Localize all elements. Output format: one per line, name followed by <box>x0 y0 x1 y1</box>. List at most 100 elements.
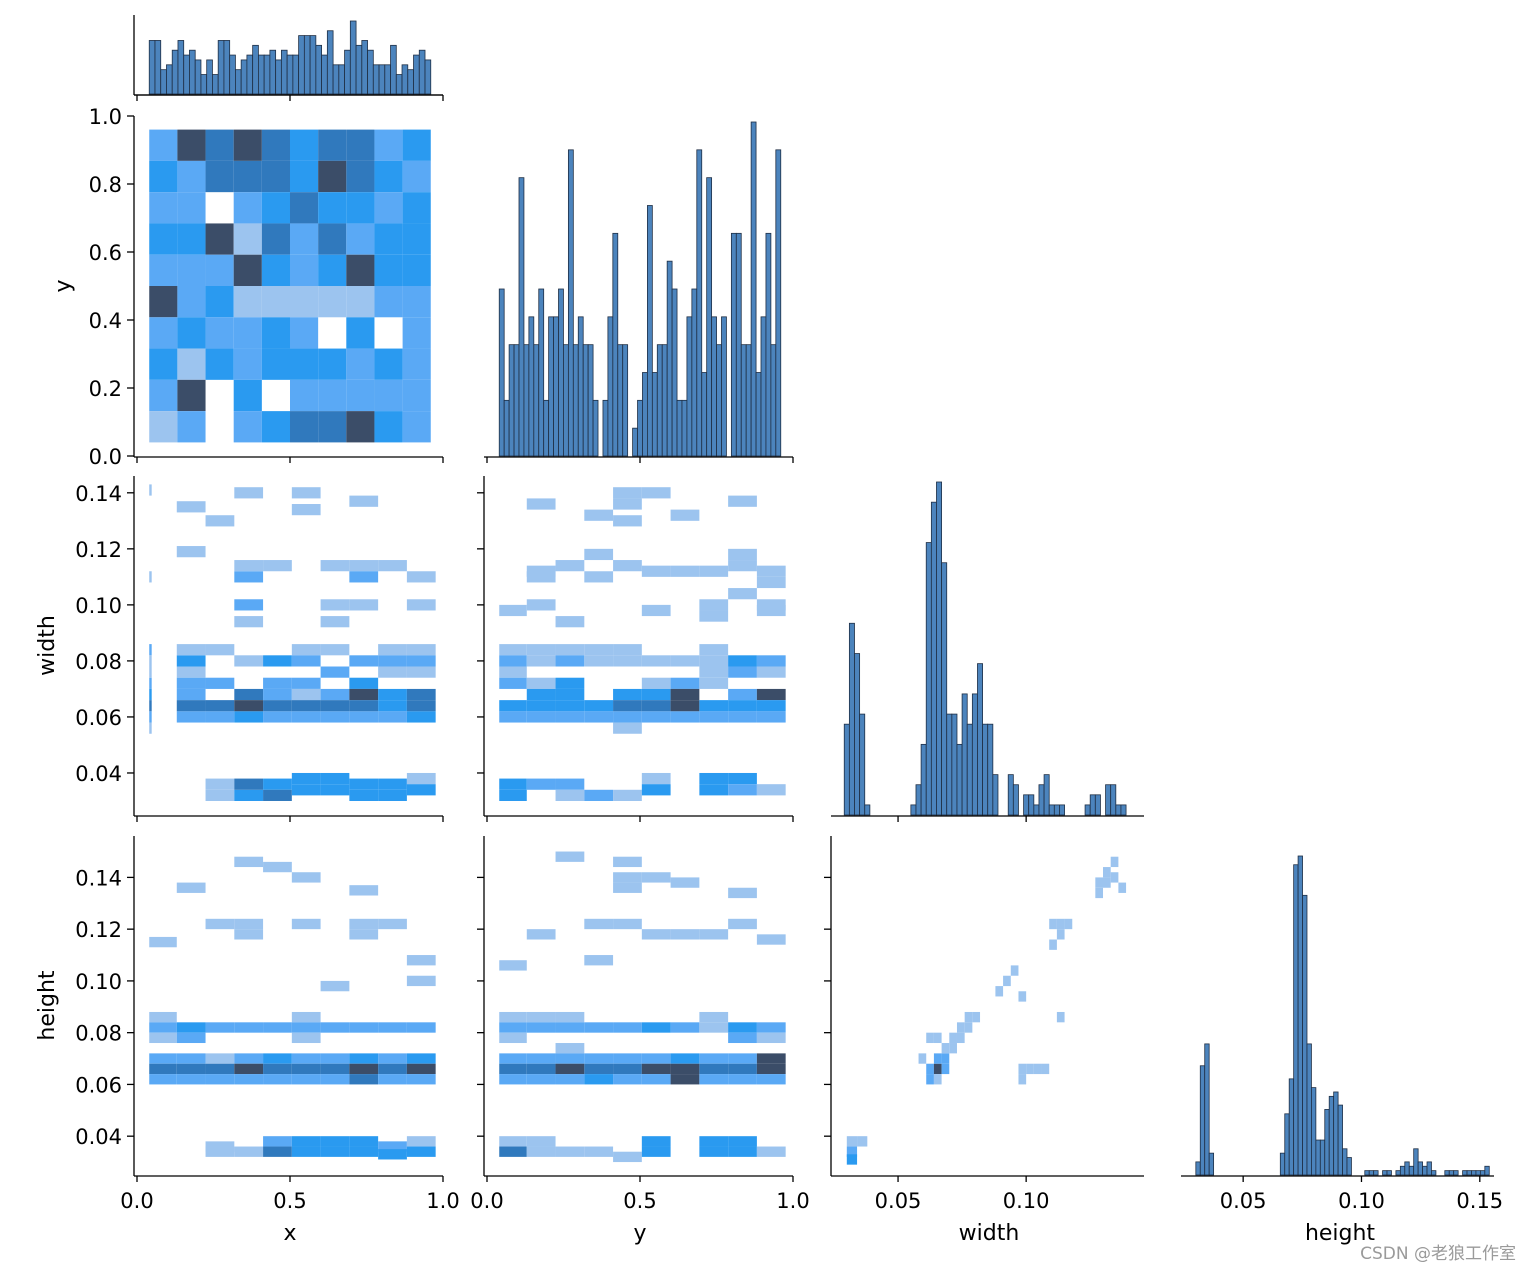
heat-cell-x_width <box>349 495 379 507</box>
hist-bar-y <box>553 316 559 457</box>
heat-cell-y_height <box>756 1053 786 1064</box>
heat-cell-x_height <box>291 1146 321 1157</box>
heat-cell-width_height <box>1010 965 1019 976</box>
heat-cell-x_width <box>149 700 152 712</box>
heat-cell-x_width <box>263 700 292 712</box>
hist-bar-x <box>292 54 300 95</box>
heat-cell-y_width <box>499 655 527 667</box>
heat-cell-x_width <box>149 711 152 723</box>
heat-cell-x_width <box>378 778 407 790</box>
heat-cell-x_width <box>291 677 321 689</box>
x-axis-label-width: width <box>959 1221 1020 1246</box>
hist-bar-width <box>1115 804 1122 816</box>
hist-bar-height <box>1426 1161 1432 1176</box>
heat-cell-width_height <box>949 1043 957 1054</box>
heat-cell-y_height <box>613 1053 642 1064</box>
heat-cell-x_width <box>205 789 235 801</box>
heat-cell-x_y <box>290 160 319 193</box>
heat-cell-y_width <box>584 711 614 723</box>
hist-bar-x <box>229 54 236 95</box>
heat-cell-x_height <box>291 1053 321 1064</box>
hist-bar-y <box>508 344 515 457</box>
heat-cell-y_width <box>526 599 556 611</box>
heat-cell-x_y <box>149 317 178 349</box>
heat-cell-y_height <box>555 1146 585 1157</box>
heat-cell-y_width <box>728 688 757 701</box>
heat-cell-y_height <box>499 1146 527 1157</box>
heat-cell-y_height <box>613 1151 642 1163</box>
heat-cell-y_height <box>555 851 585 862</box>
hist-bar-x <box>280 49 288 95</box>
hist-bar-y <box>765 232 772 457</box>
heat-cell-x_height <box>291 1074 321 1085</box>
heat-cell-x_y <box>233 317 262 349</box>
heat-cell-y_width <box>613 644 642 656</box>
heat-cell-x_y <box>318 192 347 224</box>
heat-cell-x_width <box>149 655 152 667</box>
heat-cell-x_height <box>406 1063 436 1075</box>
x-tick-label-y: 0.5 <box>623 1189 656 1213</box>
heat-cell-y_height <box>526 929 556 940</box>
heat-cell-y_width <box>613 560 642 572</box>
hist-bar-width <box>854 653 861 816</box>
hist-bar-x <box>315 44 322 95</box>
heat-cell-y_height <box>699 1146 729 1157</box>
hist-bar-width <box>910 804 917 816</box>
heat-cell-x_height <box>149 1074 177 1085</box>
heat-cell-width_height <box>1049 939 1057 950</box>
heat-cell-x_width <box>320 711 350 723</box>
heat-cell-x_y <box>261 192 290 224</box>
hist-bar-height <box>1444 1170 1450 1176</box>
hist-bar-width <box>1033 804 1040 816</box>
heat-cell-x_height <box>320 1063 350 1075</box>
heat-cell-x_width <box>406 666 436 678</box>
heat-cell-y_width <box>555 560 585 572</box>
hist-bar-y <box>518 177 525 457</box>
heat-cell-y_width <box>756 700 786 712</box>
hist-bar-width <box>864 804 871 816</box>
x-tick-label-width: 0.05 <box>875 1189 922 1213</box>
hist-bar-x <box>326 30 334 95</box>
hist-bar-height <box>1462 1170 1468 1176</box>
heat-cell-x_width <box>378 666 407 678</box>
heat-cell-y_height <box>641 1074 671 1085</box>
heat-cell-y_width <box>584 548 614 561</box>
heat-cell-y_height <box>613 1063 642 1075</box>
heat-cell-y_width <box>641 604 671 617</box>
heat-cell-y_width <box>641 487 671 499</box>
hist-bar-x <box>349 20 357 95</box>
heat-cell-x_y <box>318 286 347 318</box>
heat-cell-x_y <box>177 286 206 318</box>
heat-cell-x_width <box>349 688 379 701</box>
hist-bar-x <box>263 54 271 95</box>
heat-cell-y_height <box>670 877 700 888</box>
hist-bar-height <box>1413 1148 1419 1176</box>
hist-bar-width <box>1105 784 1112 816</box>
heat-cell-x_height <box>234 1074 264 1085</box>
heat-cell-x_y <box>149 348 178 380</box>
heat-cell-y_width <box>526 644 556 656</box>
hist-bar-y <box>760 316 767 457</box>
heat-cell-x_y <box>290 192 319 224</box>
heat-cell-x_y <box>374 286 403 318</box>
heat-cell-x_width <box>406 784 436 796</box>
heat-cell-x_y <box>233 160 262 193</box>
y-tick-label-height: 0.06 <box>75 1073 122 1097</box>
heat-cell-x_height <box>349 918 379 930</box>
heat-cell-y_height <box>670 929 700 940</box>
heat-cell-y_height <box>555 1074 585 1085</box>
heat-cell-x_y <box>402 317 431 349</box>
heat-cell-width_height <box>1018 1063 1027 1075</box>
hist-bar-y <box>706 177 713 457</box>
heat-cell-x_y <box>318 129 347 161</box>
heat-cell-x_width <box>149 666 152 678</box>
hist-bar-height <box>1431 1170 1437 1176</box>
hist-bar-width <box>936 481 943 816</box>
heat-cell-width_height <box>846 1146 858 1157</box>
heat-cell-y_width <box>555 778 585 790</box>
heat-cell-y_width <box>670 655 700 667</box>
heat-cell-x_y <box>374 160 403 193</box>
heat-cell-width_height <box>1003 975 1011 987</box>
x-tick-label-height: 0.15 <box>1456 1189 1503 1213</box>
